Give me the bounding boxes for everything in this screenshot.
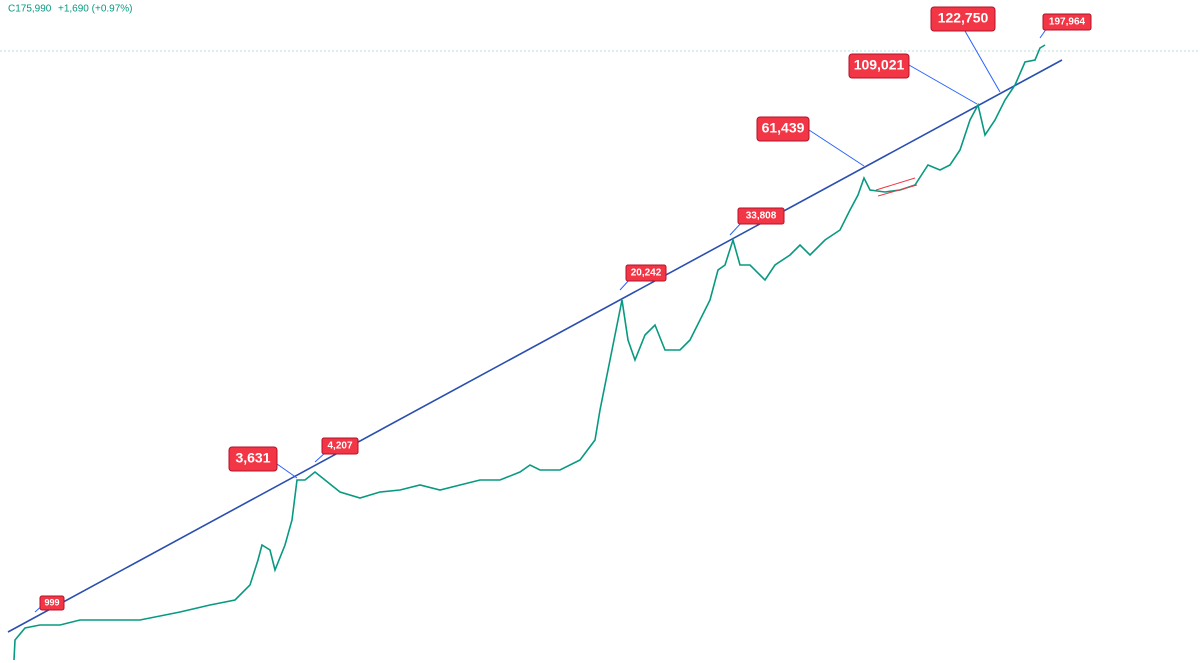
- annotation-label: 109,021: [854, 57, 905, 73]
- annotation: 197,964: [1039, 13, 1092, 39]
- annotation: 61,439: [756, 116, 865, 167]
- annotation: 33,808: [729, 207, 785, 236]
- annotation-label: 122,750: [938, 10, 989, 26]
- annotation-label: 33,808: [746, 211, 777, 222]
- trend-line: [7, 59, 1063, 633]
- annotation: 20,242: [619, 264, 667, 291]
- annotation-label: 999: [44, 597, 59, 607]
- annotation: 3,631: [228, 446, 298, 479]
- annotation: 109,021: [848, 53, 978, 105]
- price-path: [13, 44, 1046, 661]
- annotation-label: 4,207: [327, 441, 352, 452]
- annotation: 4,207: [314, 437, 359, 463]
- header-close: C175,990: [8, 4, 52, 15]
- annotation: 999: [34, 595, 65, 613]
- annotation-label: 20,242: [631, 268, 662, 279]
- annotation-label: 61,439: [762, 120, 805, 136]
- annotation-label: 3,631: [235, 450, 270, 466]
- annotation-label: 197,964: [1049, 17, 1086, 28]
- annotation: 122,750: [930, 6, 1001, 93]
- header-change: +1,690 (+0.97%): [58, 4, 133, 15]
- channel: [875, 177, 918, 197]
